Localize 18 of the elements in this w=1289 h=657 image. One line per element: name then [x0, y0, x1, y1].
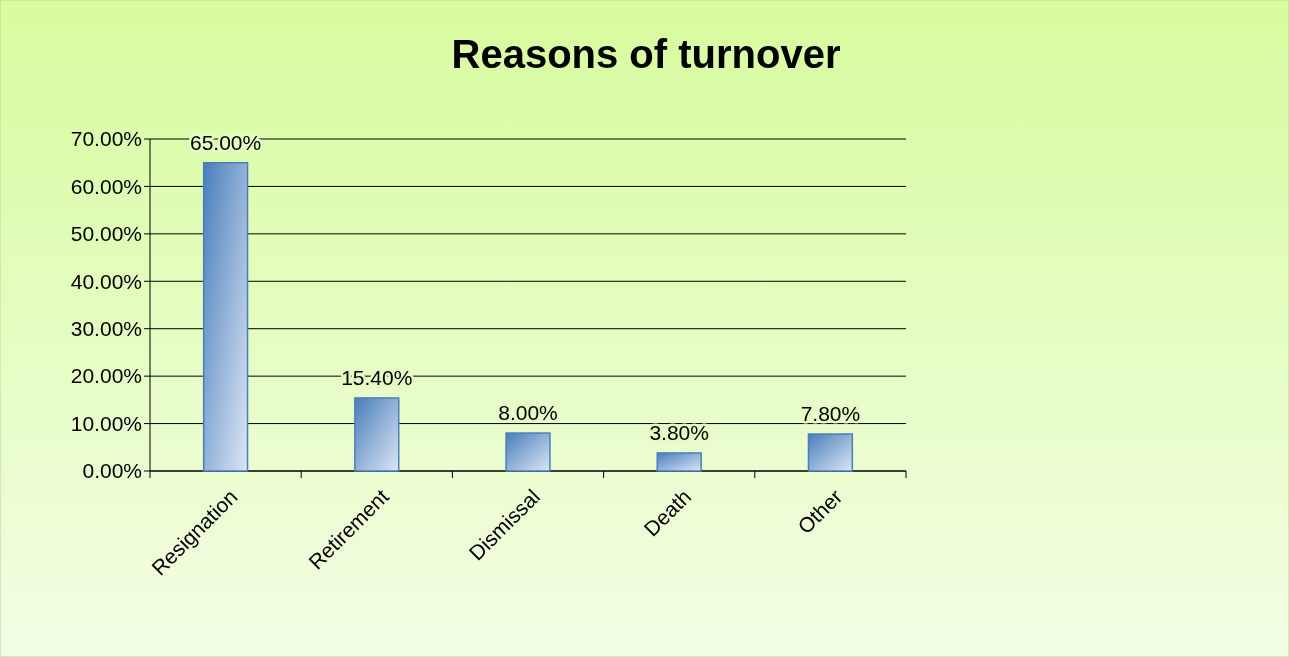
chart-title: Reasons of turnover	[451, 32, 841, 76]
y-tick-label: 30.00%	[70, 317, 142, 341]
bar	[807, 433, 854, 472]
y-tick-label: 40.00%	[70, 269, 142, 293]
y-tick-label: 50.00%	[70, 222, 142, 246]
bar	[202, 161, 249, 472]
bar	[354, 397, 400, 472]
y-tick-label: 70.00%	[70, 127, 142, 151]
y-tick-label: 20.00%	[70, 364, 142, 388]
data-label: 8.00%	[498, 401, 558, 425]
y-tick-label: 10.00%	[70, 411, 142, 435]
data-label: 65.00%	[189, 130, 262, 154]
y-tick-label: 60.00%	[70, 174, 142, 198]
data-label: 7.80%	[800, 402, 861, 426]
data-label: 3.80%	[649, 420, 709, 444]
y-tick-label: 0.00%	[82, 459, 142, 483]
bar	[656, 452, 702, 472]
bar	[505, 432, 551, 472]
